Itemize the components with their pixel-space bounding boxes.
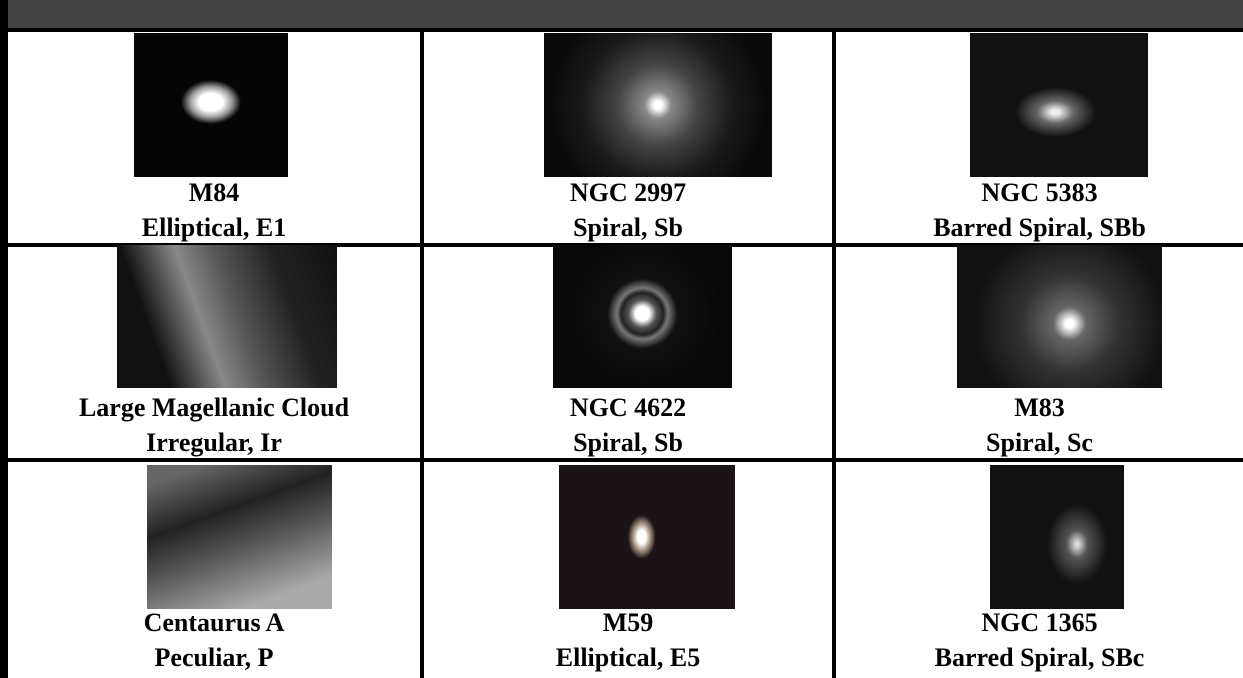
galaxy-type: Elliptical, E1	[141, 213, 287, 242]
galaxy-name: M83	[1014, 393, 1065, 422]
galaxy-image	[990, 465, 1124, 609]
galaxy-name: NGC 5383	[981, 178, 1098, 207]
galaxy-type: Spiral, Sc	[986, 428, 1093, 457]
galaxy-name: NGC 2997	[569, 178, 687, 207]
galaxy-type: Irregular, Ir	[146, 428, 282, 457]
galaxy-image	[957, 245, 1162, 388]
galaxy-image	[553, 245, 732, 388]
galaxy-type: Elliptical, E5	[555, 643, 701, 672]
galaxy-image	[544, 33, 772, 177]
galaxy-name: Large Magellanic Cloud	[78, 393, 350, 422]
galaxy-image	[117, 245, 337, 388]
galaxy-image	[970, 33, 1148, 177]
galaxy-name: Centaurus A	[143, 608, 285, 637]
column-divider	[832, 28, 836, 678]
column-divider	[420, 28, 424, 678]
galaxy-name: NGC 1365	[981, 608, 1098, 637]
galaxy-name: M59	[602, 608, 654, 637]
galaxy-type: Barred Spiral, SBb	[933, 213, 1146, 242]
galaxy-type: Spiral, Sb	[573, 428, 683, 457]
galaxy-name: NGC 4622	[569, 393, 687, 422]
galaxy-image	[559, 465, 735, 609]
galaxy-type: Spiral, Sb	[573, 213, 683, 242]
left-border	[0, 0, 8, 678]
galaxy-type: Peculiar, P	[154, 643, 274, 672]
row-divider	[8, 458, 1243, 462]
galaxy-type: Barred Spiral, SBc	[934, 643, 1145, 672]
galaxy-image	[147, 465, 332, 609]
header-bar	[0, 0, 1243, 32]
galaxy-name: M84	[188, 178, 240, 207]
galaxy-image	[134, 33, 288, 177]
